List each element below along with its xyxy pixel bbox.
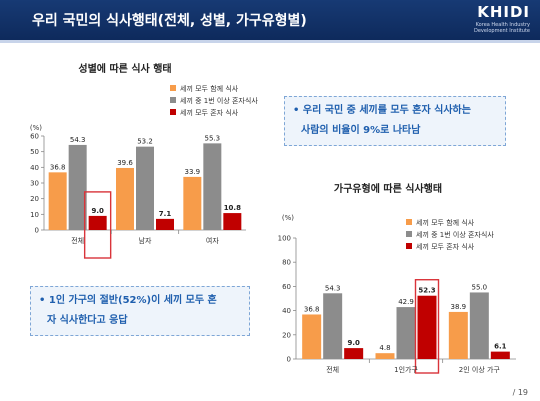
bar (223, 213, 242, 230)
highlight-box (414, 279, 440, 374)
legend-label: 세끼 모두 함께 식사 (416, 218, 475, 227)
data-label: 36.8 (304, 305, 320, 313)
legend-label: 세끼 모두 혼자 식사 (180, 108, 239, 117)
logo-subtitle-2: Development Institute (473, 28, 530, 34)
bar (203, 143, 222, 230)
bar (396, 307, 416, 359)
y-tick-label: 100 (278, 235, 291, 243)
data-label: 9.0 (347, 339, 360, 347)
data-label: 52.3 (418, 287, 435, 295)
legend-label: 세끼 모두 혼자 식사 (416, 242, 475, 251)
legend-swatch (406, 219, 412, 225)
data-label: 10.8 (224, 204, 241, 212)
y-tick-label: 60 (282, 283, 291, 291)
bar (48, 172, 67, 230)
page-number: / 19 (512, 388, 528, 397)
slide-title: 우리 국민의 식사행태(전체, 성별, 가구유형별) (32, 13, 307, 29)
y-tick-label: 50 (30, 148, 39, 156)
callout-single-household-line1: • 1인 가구의 절반(52%)이 세끼 모두 혼 (39, 295, 217, 306)
y-tick-label: 30 (30, 180, 39, 188)
bar (302, 314, 322, 359)
category-label: 1인가구 (394, 365, 418, 374)
data-label: 7.1 (159, 210, 172, 218)
data-label: 38.9 (451, 303, 467, 311)
y-tick-label: 20 (282, 331, 291, 339)
callout-single-household: • 1인 가구의 절반(52%)이 세끼 모두 혼 자 식사한다고 응답 (30, 286, 250, 336)
bar (375, 353, 395, 359)
data-label: 6.1 (494, 343, 507, 351)
legend-swatch (170, 97, 176, 103)
legend-label: 세끼 모두 함께 식사 (180, 84, 239, 93)
bar (448, 311, 468, 359)
data-label: 42.9 (398, 298, 414, 306)
data-label: 36.8 (50, 163, 66, 171)
data-label: 55.0 (472, 283, 488, 291)
slide-header: 우리 국민의 식사행태(전체, 성별, 가구유형별) KHIDI Korea H… (0, 0, 540, 40)
data-label: 53.2 (137, 138, 153, 146)
category-label: 남자 (139, 236, 152, 245)
logo-subtitle-1: Korea Health Industry (475, 22, 530, 28)
y-tick-label: 80 (282, 259, 291, 267)
data-label: 9.0 (91, 207, 104, 215)
legend-label: 세끼 중 1번 이상 혼자식사 (416, 230, 494, 239)
legend-swatch (406, 243, 412, 249)
category-label: 2인 이상 가구 (459, 365, 501, 374)
y-tick-label: 60 (30, 133, 39, 141)
y-tick-label: 0 (287, 356, 291, 364)
header-divider (0, 40, 540, 43)
callout-alone-rate: • 우리 국민 중 세끼를 모두 혼자 식사하는 사람의 비율이 9%로 나타남 (284, 96, 506, 146)
bar (88, 215, 107, 230)
data-label: 39.6 (117, 159, 133, 167)
bar (183, 176, 202, 230)
gender-chart: 성별에 따른 식사 행태 (%) 0 10 20 30 40 50 60 36.8 54.3 9.0 전… (30, 62, 258, 259)
y-tick-label: 40 (282, 307, 291, 315)
bar (136, 146, 154, 230)
callout-alone-rate-line2: 사람의 비율이 9%로 나타남 (301, 125, 421, 136)
unit-label: (%) (30, 124, 42, 132)
data-label: 4.8 (379, 344, 390, 352)
highlight-box (83, 191, 112, 259)
callout-single-household-line2: 자 식사한다고 응답 (47, 315, 128, 326)
legend-label: 세끼 중 1번 이상 혼자식사 (180, 96, 258, 105)
data-label: 33.9 (185, 168, 201, 176)
chart-title: 가구유형에 따른 식사행태 (334, 182, 442, 195)
unit-label: (%) (282, 214, 294, 222)
category-label: 전체 (71, 236, 84, 245)
bar (469, 292, 489, 359)
y-tick-label: 0 (35, 227, 39, 235)
legend-swatch (170, 109, 176, 115)
bar (490, 351, 510, 359)
bar (344, 348, 364, 359)
household-chart: 가구유형에 따른 식사행태 (%) 0 20 40 60 80 100 36.8 54.3 9.0 전… (278, 182, 516, 374)
bar (417, 295, 437, 359)
callout-alone-rate-line1: • 우리 국민 중 세끼를 모두 혼자 식사하는 (293, 105, 471, 116)
data-label: 54.3 (70, 136, 86, 144)
data-label: 55.3 (205, 134, 221, 142)
logo-wordmark: KHIDI (477, 3, 530, 21)
legend-swatch (170, 85, 176, 91)
khidi-logo: KHIDI Korea Health Industry Development … (466, 3, 530, 37)
data-label: 54.3 (325, 284, 341, 292)
chart-title: 성별에 따른 식사 행태 (78, 62, 171, 75)
legend-swatch (406, 231, 412, 237)
bar (156, 218, 174, 230)
bar (116, 167, 134, 230)
category-label: 전체 (326, 365, 339, 374)
y-tick-label: 20 (30, 195, 39, 203)
bar (323, 293, 343, 359)
bar (68, 144, 87, 230)
y-tick-label: 10 (30, 211, 39, 219)
category-label: 여자 (206, 236, 219, 245)
y-tick-label: 40 (30, 164, 39, 172)
